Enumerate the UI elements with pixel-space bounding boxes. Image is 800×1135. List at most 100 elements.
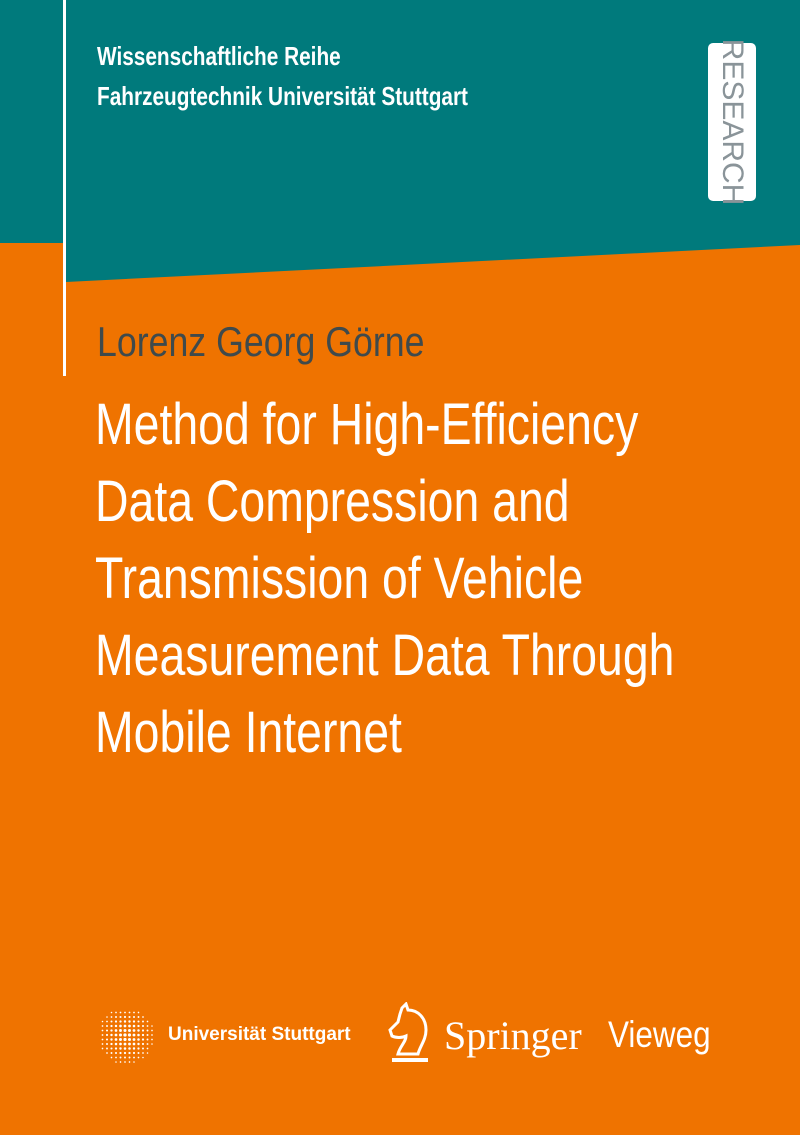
logo-dot — [110, 1033, 113, 1037]
logo-dot — [151, 1029, 153, 1032]
logo-dot — [119, 1015, 122, 1019]
logo-dot — [119, 1042, 122, 1046]
logo-dot — [106, 1052, 108, 1054]
research-badge: RESEARCH — [708, 39, 756, 205]
logo-dot — [118, 1033, 123, 1037]
logo-dot — [119, 1038, 122, 1041]
logo-dot — [110, 1024, 113, 1028]
logo-dot — [110, 1047, 113, 1050]
logo-dot — [132, 1042, 136, 1046]
book-title: Method for High-Efficiency Data Compress… — [95, 386, 800, 771]
logo-dot — [141, 1024, 145, 1028]
logo-dot — [142, 1020, 144, 1023]
logo-dot — [105, 1038, 109, 1041]
logo-dot — [146, 1038, 149, 1041]
logo-dot — [151, 1034, 153, 1036]
logo-dot — [137, 1016, 140, 1018]
logo-dot — [142, 1016, 144, 1018]
logo-dot — [128, 1047, 131, 1050]
logo-dot — [115, 1011, 117, 1014]
logo-dot — [114, 1042, 118, 1046]
logo-dot — [132, 1020, 136, 1023]
logo-dot — [127, 1033, 132, 1037]
logo-dot — [132, 1038, 136, 1041]
logo-dot — [110, 1056, 113, 1059]
logo-dot — [151, 1025, 153, 1027]
logo-dot — [114, 1029, 118, 1032]
title-line: Measurement Data Through — [95, 623, 675, 688]
logo-dot — [114, 1033, 118, 1037]
logo-dot — [110, 1029, 113, 1032]
university-name: Universität Stuttgart — [168, 1024, 351, 1045]
springer-horse-icon — [388, 1002, 428, 1062]
logo-dot — [128, 1029, 131, 1032]
divider-line — [63, 0, 66, 376]
logo-dot — [128, 1024, 131, 1028]
logo-dot — [128, 1042, 131, 1046]
logo-dot — [123, 1033, 127, 1037]
logo-dot — [137, 1042, 140, 1046]
logo-dot — [132, 1033, 136, 1037]
logo-dot — [137, 1033, 140, 1037]
logo-dot — [141, 1033, 145, 1037]
logo-dot — [114, 1051, 118, 1055]
logo-dot — [106, 1016, 108, 1018]
logo-dot — [124, 1061, 126, 1063]
teal-header-band — [0, 0, 800, 282]
logo-dot — [123, 1042, 127, 1046]
logo-dot — [127, 1037, 132, 1042]
logo-dot — [110, 1052, 113, 1054]
title-line: Method for High-Efficiency — [95, 392, 639, 457]
logo-dot — [101, 1020, 104, 1023]
series-line-1: Wissenschaftliche Reihe — [97, 41, 341, 71]
logo-dot — [105, 1029, 109, 1032]
title-line: Mobile Internet — [95, 700, 402, 765]
logo-dot — [146, 1052, 149, 1054]
logo-dot — [133, 1061, 135, 1063]
logo-dot — [105, 1042, 109, 1046]
logo-dot — [142, 1047, 144, 1050]
logo-dot — [119, 1011, 122, 1014]
logo-dot — [146, 1047, 149, 1050]
logo-dot — [137, 1047, 140, 1050]
logo-dot — [146, 1043, 149, 1045]
series-name: Wissenschaftliche Reihe Fahrzeugtechnik … — [97, 36, 561, 116]
logo-dot — [101, 1047, 104, 1050]
series-line-2: Fahrzeugtechnik Universität Stuttgart — [97, 81, 468, 111]
logo-dot — [106, 1047, 108, 1050]
logo-dot — [114, 1024, 118, 1028]
logo-dot — [124, 1056, 126, 1059]
logo-dot — [124, 1011, 126, 1014]
logo-dot — [137, 1011, 140, 1014]
vieweg-wordmark: Vieweg — [608, 1014, 711, 1055]
logo-dot — [132, 1029, 136, 1032]
logo-dot — [119, 1047, 122, 1050]
logo-dot — [132, 1051, 136, 1055]
logo-dot — [123, 1028, 127, 1033]
logo-dot — [119, 1056, 122, 1059]
logo-dot — [101, 1029, 104, 1032]
logo-dot — [132, 1047, 136, 1050]
logo-dot — [110, 1011, 113, 1014]
logo-dot — [119, 1029, 122, 1032]
logo-dot — [146, 1029, 149, 1032]
logo-dot — [119, 1020, 122, 1023]
title-line: Data Compression and — [95, 469, 570, 534]
logo-dot — [119, 1024, 122, 1028]
logo-dot — [128, 1015, 131, 1019]
logo-dot — [133, 1011, 135, 1014]
logo-dot — [101, 1043, 104, 1045]
logo-dot — [146, 1034, 149, 1036]
logo-dot — [101, 1034, 104, 1036]
logo-dot — [137, 1020, 140, 1023]
logo-dot — [137, 1052, 140, 1054]
logo-dot — [101, 1025, 104, 1027]
logo-dot — [146, 1020, 149, 1023]
research-badge-label: RESEARCH — [716, 38, 749, 206]
logo-dot — [142, 1052, 144, 1054]
logo-dot — [123, 1037, 127, 1042]
logo-dot — [119, 1051, 122, 1055]
logo-dot — [110, 1020, 113, 1023]
logo-dot — [142, 1056, 144, 1059]
logo-dot — [151, 1038, 153, 1041]
